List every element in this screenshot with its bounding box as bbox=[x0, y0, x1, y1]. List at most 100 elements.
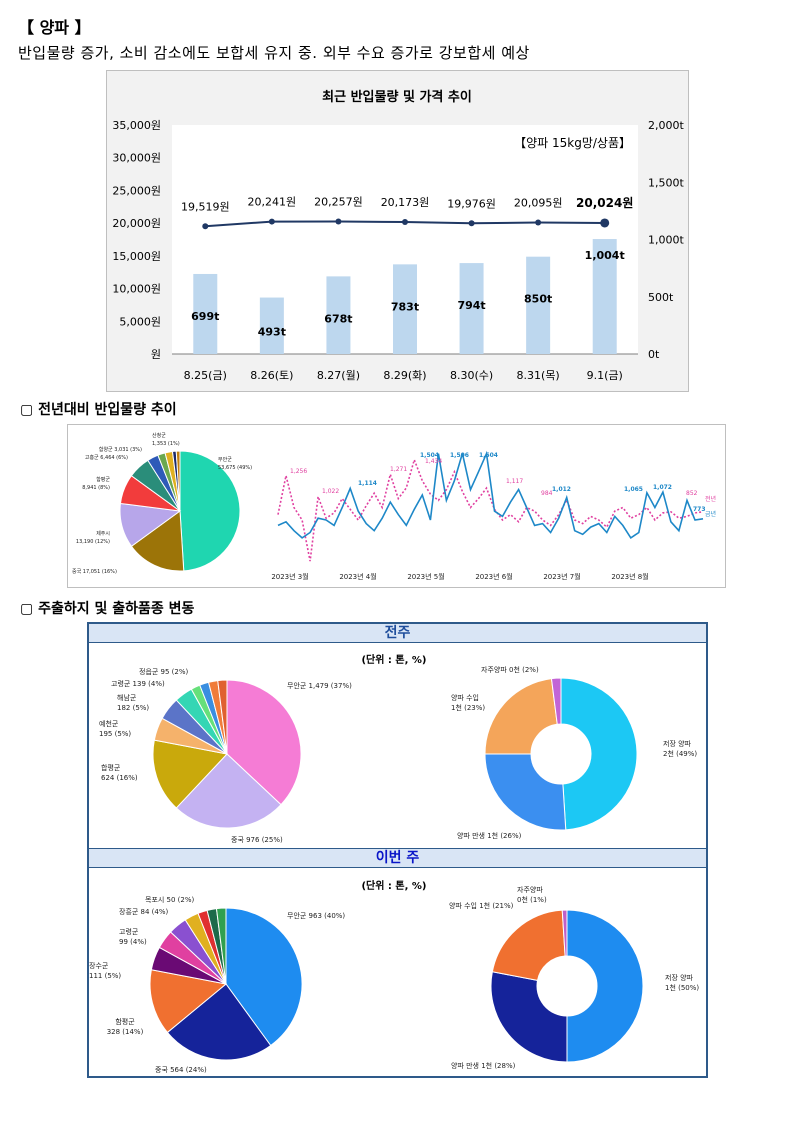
y-tick-right: 500t bbox=[648, 291, 674, 304]
price-label: 20,241원 bbox=[248, 196, 297, 209]
y-tick-right: 2,000t bbox=[648, 119, 684, 132]
yoy-volume-svg: 무안군 53,675 (49%) 중국 17,051 (16%) 제주시 13,190 … bbox=[72, 432, 716, 581]
this-origin-pie-label: 중국 564 (24%) bbox=[155, 1066, 207, 1074]
annotation-last-year: 1,434 bbox=[425, 458, 442, 465]
chart-annotation: 【양파 15kg망/상품】 bbox=[514, 136, 631, 150]
price-point bbox=[468, 220, 475, 227]
prev-origin-pie-label: 624 (16%) bbox=[101, 774, 138, 782]
prev-origin-pie-label: 195 (5%) bbox=[99, 730, 131, 738]
price-label: 20,257원 bbox=[314, 195, 363, 208]
origin-pie-label: 중국 17,051 (16%) bbox=[72, 569, 117, 575]
y-tick-left: 20,000원 bbox=[112, 217, 161, 230]
this-variety-pie-slice bbox=[490, 971, 568, 1063]
x-tick: 2023년 5월 bbox=[407, 572, 444, 581]
annotation-last-year: 1,022 bbox=[322, 488, 339, 495]
price-label: 19,976원 bbox=[447, 197, 496, 210]
x-tick: 8.26(토) bbox=[250, 369, 293, 382]
page-subtitle: 반입물량 증가, 소비 감소에도 보합세 유지 중. 외부 수요 증가로 강보합… bbox=[18, 44, 530, 62]
annotation-last-year: 984 bbox=[541, 490, 553, 497]
x-tick: 2023년 7월 bbox=[543, 572, 580, 581]
prev-origin-pie-label: 예천군 bbox=[99, 719, 119, 728]
this-variety-pie-slice bbox=[561, 909, 568, 957]
band-this-week: 이번 주 bbox=[89, 848, 706, 868]
prev-variety-pie-slice bbox=[550, 677, 562, 725]
section-shipping-title: ▢ 주출하지 및 출하품종 변동 bbox=[20, 601, 195, 617]
this-origin-pie-slice bbox=[166, 983, 272, 1061]
prev-origin-pie-label: 고령군 139 (4%) bbox=[111, 680, 165, 688]
bar-label: 783t bbox=[391, 300, 419, 313]
this-origin-pie-label: 고령군 bbox=[119, 928, 139, 936]
origin-pie-label: 1,353 (1%) bbox=[152, 441, 180, 447]
origin-pie-label: 8,941 (8%) bbox=[82, 485, 110, 491]
price-label: 20,173원 bbox=[381, 196, 430, 209]
this-origin-pie-label: 목포시 50 (2%) bbox=[145, 896, 195, 904]
prev-origin-pie-label: 182 (5%) bbox=[117, 704, 149, 712]
price-point bbox=[600, 218, 610, 228]
annotation-this-year: 1,504 bbox=[479, 452, 498, 459]
legend-last-year: 전년 bbox=[705, 495, 716, 503]
x-tick: 2023년 3월 bbox=[271, 572, 308, 581]
prev-origin-pie-slice bbox=[175, 753, 282, 829]
bar-label: 493t bbox=[258, 326, 286, 339]
prev-origin-pie-slice bbox=[226, 679, 302, 806]
origin-pie-label: 제주시 bbox=[96, 530, 110, 537]
bar-label: 850t bbox=[524, 293, 552, 306]
annotation-last-year: 852 bbox=[686, 490, 698, 497]
bar-label: 699t bbox=[191, 310, 219, 323]
x-tick: 2023년 4월 bbox=[339, 572, 376, 581]
price-point bbox=[535, 219, 542, 226]
prev-origin-pie-label: 중국 976 (25%) bbox=[231, 836, 283, 844]
bar-label: 1,004t bbox=[585, 249, 625, 262]
prev-variety-pie-label: 2천 (49%) bbox=[663, 749, 697, 758]
x-tick: 8.31(목) bbox=[517, 369, 560, 382]
series-last-year bbox=[277, 457, 704, 562]
this-origin-pie-label: 328 (14%) bbox=[107, 1028, 144, 1036]
prev-origin-pie-label: 합평군 bbox=[101, 763, 121, 772]
this-variety-pie-label: 저장 양파 bbox=[665, 973, 694, 982]
annotation-this-year: 1,072 bbox=[653, 484, 672, 491]
band-prev-week: 전주 bbox=[89, 623, 706, 643]
y-tick-left: 5,000원 bbox=[119, 315, 161, 328]
price-label: 20,024원 bbox=[576, 196, 633, 210]
prev-variety-pie-label: 양파 수입 bbox=[451, 693, 479, 702]
volume-bar bbox=[326, 276, 351, 354]
y-tick-left: 15,000원 bbox=[112, 250, 161, 263]
x-tick: 8.25(금) bbox=[184, 369, 227, 382]
origin-pie-slice bbox=[179, 450, 241, 572]
x-tick: 8.27(월) bbox=[317, 369, 360, 382]
bar-label: 794t bbox=[457, 299, 485, 312]
prev-variety-pie-slice bbox=[484, 753, 567, 831]
x-tick: 2023년 6월 bbox=[475, 572, 512, 581]
price-point bbox=[202, 223, 209, 230]
price-point bbox=[268, 218, 275, 225]
yoy-volume-chart: 무안군 53,675 (49%) 중국 17,051 (16%) 제주시 13,190 … bbox=[67, 424, 726, 588]
origin-pie-label: 함양군 3,031 (3%) bbox=[99, 446, 142, 453]
this-variety-pie-label: 1천 (50%) bbox=[665, 983, 699, 992]
this-origin-pie-slice bbox=[215, 907, 227, 985]
bar-label: 678t bbox=[324, 312, 352, 325]
origin-pie-label: 함평군 bbox=[96, 476, 110, 483]
origin-pie-label: 13,190 (12%) bbox=[76, 539, 110, 545]
y-tick-right: 1,000t bbox=[648, 234, 684, 247]
x-tick: 2023년 8월 bbox=[611, 572, 648, 581]
unit-label: (단위 : 톤, %) bbox=[361, 879, 426, 892]
this-variety-pie-slice bbox=[491, 909, 566, 981]
prev-variety-pie-label: 1천 (23%) bbox=[451, 703, 485, 712]
prev-origin-pie-slice bbox=[152, 739, 228, 809]
series-this-year bbox=[277, 450, 704, 540]
prev-variety-pie-slice bbox=[484, 678, 558, 755]
y-tick-left: 30,000원 bbox=[112, 152, 161, 165]
this-origin-pie-slice bbox=[149, 969, 228, 1034]
this-origin-pie-label: 함평군 bbox=[115, 1017, 135, 1026]
volume-bar bbox=[193, 273, 218, 354]
y-tick-left: 25,000원 bbox=[112, 184, 161, 197]
y-tick-left: 10,000원 bbox=[112, 283, 161, 296]
annotation-this-year: 773 bbox=[693, 506, 706, 513]
annotation-this-year: 1,504 bbox=[420, 452, 439, 459]
this-variety-pie-label: 0천 (1%) bbox=[517, 895, 547, 904]
annotation-last-year: 1,117 bbox=[506, 478, 523, 485]
origin-pie-slice bbox=[175, 450, 181, 512]
prev-origin-pie-label: 정읍군 95 (2%) bbox=[139, 667, 189, 676]
prev-variety-pie-label: 양파 만생 1천 (26%) bbox=[457, 831, 522, 840]
this-variety-pie-slice bbox=[566, 909, 644, 1063]
